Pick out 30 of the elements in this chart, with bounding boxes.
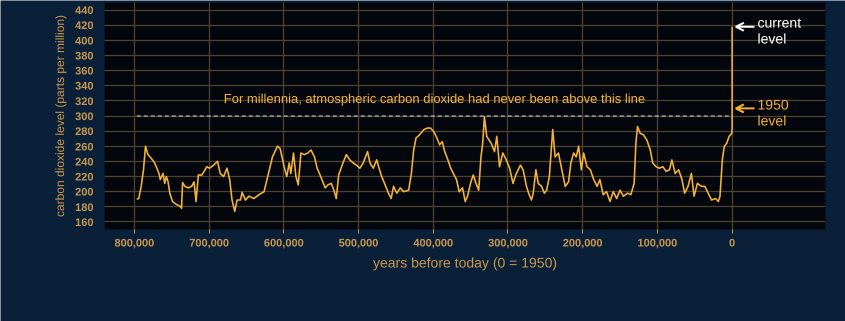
y-tick-label: 320 — [75, 96, 94, 108]
x-tick-label: 300,000 — [488, 238, 528, 250]
annotation: current level — [758, 14, 802, 47]
ref-line-label: For millennia, atmospheric carbon dioxide had never been above this line — [224, 91, 646, 106]
y-tick-label: 200 — [75, 186, 94, 199]
x-tick-label: 100,000 — [638, 238, 678, 250]
x-tick-label: 700,000 — [189, 238, 229, 250]
x-tick-label: 500,000 — [338, 238, 378, 250]
y-tick-label: 220 — [75, 172, 94, 184]
y-tick-label: 240 — [75, 156, 94, 168]
line-series — [136, 26, 733, 212]
y-tick-label: 340 — [75, 80, 94, 93]
y-tick-label: 380 — [75, 50, 94, 62]
annotation: 1950 level — [758, 96, 789, 128]
y-tick-label: 280 — [75, 126, 94, 138]
y-tick-label: 420 — [75, 20, 94, 32]
x-tick-label: 0 — [729, 238, 736, 250]
y-tick-label: 160 — [75, 216, 94, 229]
x-tick-label: 400,000 — [413, 238, 454, 250]
y-tick-label: 440 — [75, 5, 94, 18]
y-tick-label: 180 — [75, 202, 94, 214]
y-tick-label: 360 — [75, 66, 94, 78]
y-tick-label: 400 — [75, 35, 94, 48]
x-axis-title: years before today (0 = 1950) — [372, 254, 558, 270]
y-axis-title: carbon dioxide level (parts per million) — [53, 14, 68, 218]
x-tick-label: 800,000 — [114, 238, 154, 250]
y-tick-label: 300 — [75, 111, 94, 123]
y-tick-label: 260 — [75, 141, 94, 154]
x-tick-label: 200,000 — [562, 238, 603, 250]
x-tick-label: 600,000 — [264, 238, 304, 250]
